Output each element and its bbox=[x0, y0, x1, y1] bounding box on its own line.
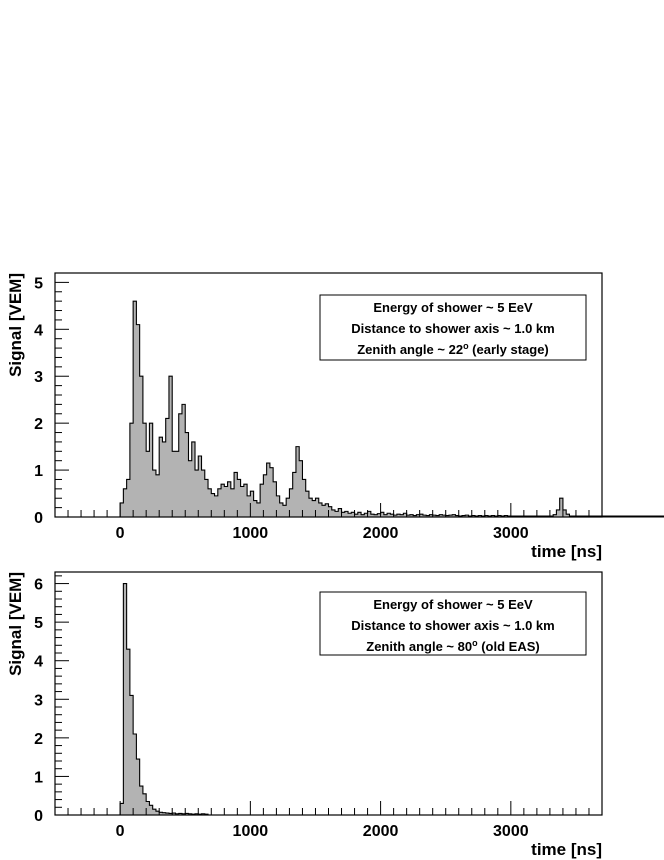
annotation-zenith-post: (old EAS) bbox=[478, 639, 540, 654]
annotation-zenith-pre: Zenith angle ~ 22 bbox=[357, 342, 463, 357]
annotation-frame bbox=[319, 591, 587, 656]
x-tick-label: 3000 bbox=[493, 525, 529, 542]
y-tick-label: 5 bbox=[34, 615, 43, 632]
y-tick-label: 0 bbox=[34, 808, 43, 825]
annotation-energy: Energy of shower ~ 5 EeV bbox=[373, 597, 533, 612]
y-tick-label: 6 bbox=[34, 577, 43, 594]
x-tick-label: 0 bbox=[116, 823, 125, 840]
x-tick-label: 3000 bbox=[493, 823, 529, 840]
annotation-zenith-pre: Zenith angle ~ 80 bbox=[366, 639, 472, 654]
x-tick-label: 1000 bbox=[233, 823, 269, 840]
annotation-zenith-post: (early stage) bbox=[469, 342, 549, 357]
y-tick-label: 1 bbox=[34, 463, 43, 480]
y-tick-label: 0 bbox=[34, 510, 43, 527]
y-tick-label: 2 bbox=[34, 416, 43, 433]
annotation-zenith: Zenith angle ~ 22o (early stage) bbox=[357, 341, 549, 357]
y-tick-label: 4 bbox=[34, 654, 43, 671]
y-tick-label: 5 bbox=[34, 275, 43, 292]
annotation-frame bbox=[319, 294, 587, 361]
x-tick-label: 2000 bbox=[363, 525, 399, 542]
y-axis-title: Signal [VEM] bbox=[6, 572, 25, 676]
annotation-distance: Distance to shower axis ~ 1.0 km bbox=[351, 618, 554, 633]
x-axis-title: time [ns] bbox=[531, 840, 602, 859]
annotation-zenith-degree: o bbox=[463, 341, 469, 351]
histogram-series bbox=[119, 583, 209, 816]
y-tick-label: 1 bbox=[34, 769, 43, 786]
x-tick-label: 2000 bbox=[363, 823, 399, 840]
y-tick-label: 2 bbox=[34, 731, 43, 748]
annotation-box: Energy of shower ~ 5 EeV Distance to show… bbox=[319, 294, 587, 361]
annotation-zenith-degree: o bbox=[472, 638, 478, 648]
y-tick-label: 4 bbox=[34, 322, 43, 339]
annotation-zenith: Zenith angle ~ 80o (old EAS) bbox=[366, 638, 539, 654]
y-tick-label: 3 bbox=[34, 692, 43, 709]
histogram-series bbox=[119, 300, 664, 518]
annotation-box: Energy of shower ~ 5 EeV Distance to show… bbox=[319, 591, 587, 656]
x-axis-title: time [ns] bbox=[531, 542, 602, 561]
y-axis-title: Signal [VEM] bbox=[6, 273, 25, 377]
y-tick-label: 3 bbox=[34, 369, 43, 386]
x-tick-label: 1000 bbox=[233, 525, 269, 542]
x-tick-label: 0 bbox=[116, 525, 125, 542]
annotation-energy: Energy of shower ~ 5 EeV bbox=[373, 300, 533, 315]
annotation-distance: Distance to shower axis ~ 1.0 km bbox=[351, 321, 554, 336]
